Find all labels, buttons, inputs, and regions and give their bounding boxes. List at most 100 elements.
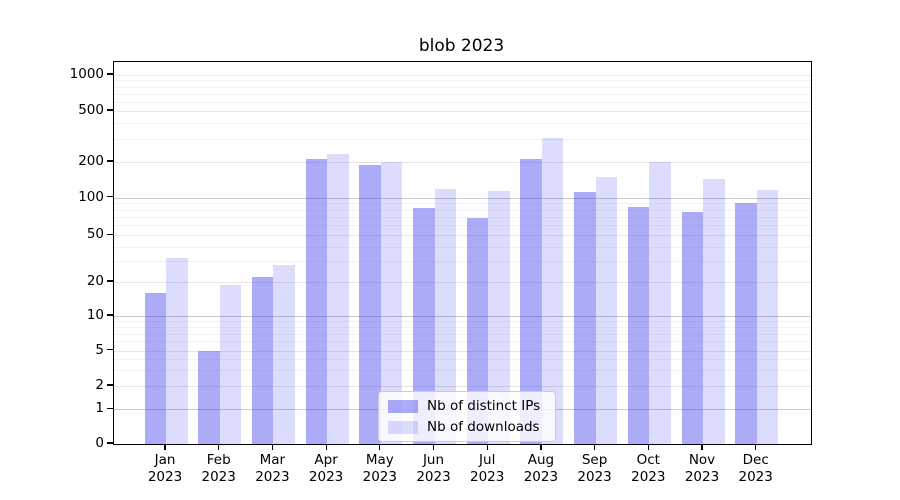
legend-item-downloads: Nb of downloads [388,419,546,435]
bar-sep-downloads [595,176,618,444]
y-tick-label-20: 20 [86,273,104,289]
x-tick-label-feb: Feb 2023 [187,452,251,486]
minor-gridline [114,341,811,343]
x-tick-month: Jun [422,452,445,468]
y-tick-mark-2 [106,384,113,386]
y-tick-mark-1000 [106,73,113,75]
bar-oct-distinct-ips [627,207,650,444]
gridline-50 [114,235,811,237]
y-tick-mark-5 [106,348,113,351]
x-tick-month: Jul [479,452,496,468]
x-tick-label-jan: Jan 2023 [133,452,197,486]
minor-gridline [114,333,811,335]
legend-swatch-distinct-ips [388,399,418,413]
bar-feb-downloads [219,284,242,444]
bar-sep-distinct-ips [574,191,596,444]
x-tick-year: 2023 [416,469,451,485]
x-tick-label-apr: Apr 2023 [294,452,358,486]
x-tick-year: 2023 [308,469,344,485]
x-tick-mark-feb [218,444,220,450]
plot-area [113,61,812,445]
x-tick-year: 2023 [201,469,236,485]
gridline-10 [114,316,811,317]
gridline-500 [114,111,811,112]
bar-aug-distinct-ips [520,159,542,444]
x-tick-year: 2023 [523,469,559,485]
minor-gridline [114,359,811,361]
y-tick-label-10: 10 [86,307,104,323]
gridline-2 [114,386,811,387]
x-tick-month: Mar [259,452,286,468]
minor-gridline [114,261,811,263]
x-tick-label-dec: Dec 2023 [724,452,788,486]
gridline-100 [114,197,811,199]
x-tick-mark-nov [701,444,703,450]
bar-dec-downloads [756,190,779,444]
y-tick-mark-50 [106,233,113,235]
x-tick-mark-jan [164,444,166,450]
minor-gridline [114,209,811,211]
x-tick-month: Sep [581,452,608,468]
bar-mar-distinct-ips [251,277,274,444]
x-tick-year: 2023 [255,469,290,485]
x-tick-mark-oct [647,444,649,450]
bar-may-downloads [380,162,403,444]
bar-oct-downloads [649,162,671,444]
bar-jun-distinct-ips [413,207,435,444]
x-tick-mark-may [379,444,381,450]
x-tick-month: Jan [154,452,176,468]
x-tick-mark-jul [486,444,488,450]
x-tick-month: Aug [527,452,555,468]
gridline-5 [114,350,811,352]
x-tick-year: 2023 [631,469,666,485]
x-tick-label-nov: Nov 2023 [670,452,734,486]
x-tick-label-sep: Sep 2023 [563,452,627,486]
y-tick-mark-20 [106,280,113,282]
minor-gridline [114,139,811,141]
legend-label-distinct-ips: Nb of distinct IPs [427,398,541,414]
bar-nov-distinct-ips [681,211,703,444]
minor-gridline [114,321,811,323]
x-tick-mark-jun [432,444,435,450]
x-tick-label-oct: Oct 2023 [616,452,680,486]
x-tick-label-aug: Aug 2023 [509,452,573,486]
x-tick-month: Feb [206,452,231,468]
bar-jan-downloads [166,258,188,444]
bar-may-distinct-ips [359,164,381,444]
x-tick-label-mar: Mar 2023 [240,452,304,486]
bar-dec-distinct-ips [735,203,757,444]
x-tick-year: 2023 [577,469,612,485]
minor-gridline [114,93,811,95]
y-tick-label-1: 1 [95,400,104,417]
bar-jul-distinct-ips [466,217,489,444]
x-tick-month: Nov [688,452,716,468]
minor-gridline [114,225,811,227]
legend-label-downloads: Nb of downloads [427,419,540,435]
gridline-1000 [114,75,811,76]
gridline-200 [114,162,811,163]
y-tick-mark-10 [106,314,113,316]
x-tick-month: Apr [314,452,338,468]
chart-title: blob 2023 [418,36,505,56]
minor-gridline [114,370,811,372]
minor-gridline [114,203,811,205]
y-tick-label-500: 500 [78,102,104,118]
y-tick-label-1000: 1000 [69,66,104,82]
minor-gridline [114,86,811,88]
y-tick-mark-500 [106,109,113,111]
minor-gridline [114,80,811,82]
minor-gridline [114,327,811,329]
y-tick-label-0: 0 [95,435,104,451]
legend: Nb of distinct IPs Nb of downloads [378,391,556,442]
minor-gridline [114,101,811,103]
x-tick-year: 2023 [362,469,397,485]
y-tick-label-200: 200 [78,153,104,169]
x-tick-year: 2023 [684,469,720,485]
bar-aug-downloads [541,137,564,444]
x-tick-label-may: May 2023 [348,452,412,486]
x-tick-label-jun: Jun 2023 [402,452,466,486]
x-tick-year: 2023 [470,469,505,485]
bar-mar-downloads [273,264,295,444]
y-tick-mark-100 [106,196,113,198]
y-tick-mark-1 [106,407,113,409]
